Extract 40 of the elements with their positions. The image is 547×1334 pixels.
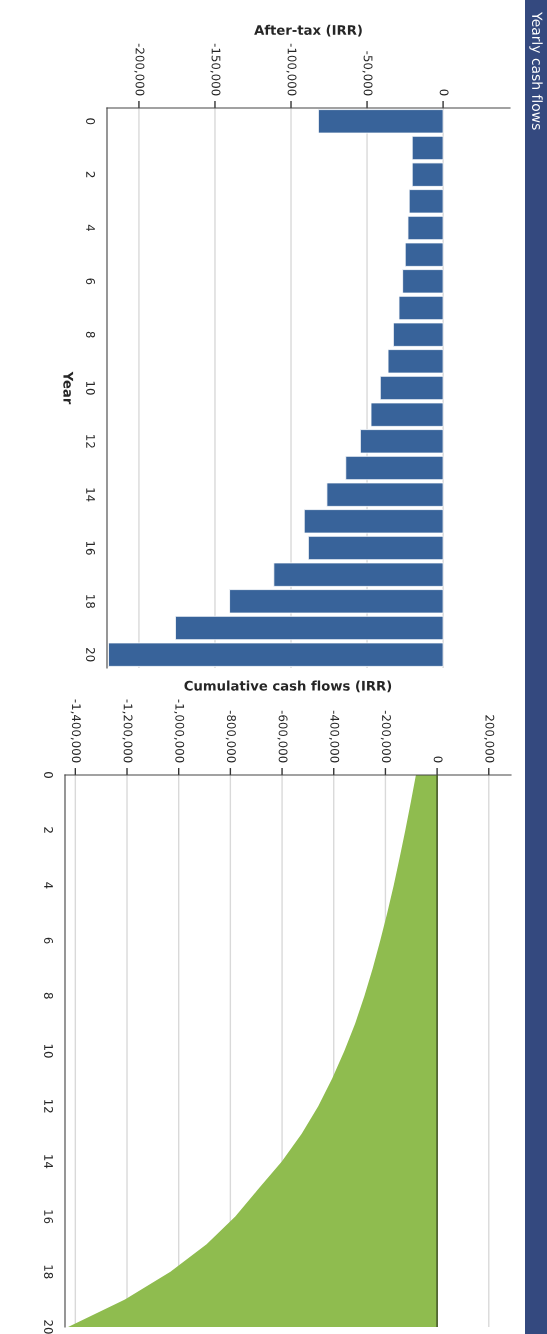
y-tick-label: 4 [44, 882, 53, 889]
x-tick-label: -200,000 [380, 710, 391, 763]
y-tick-label: 14 [86, 488, 95, 502]
y-tick-label: 14 [44, 1155, 53, 1169]
x-tick-label: -100,000 [286, 43, 297, 96]
y-tick-label: 12 [44, 1099, 53, 1113]
x-tick-label: -200,000 [134, 43, 145, 96]
y-tick-label: 2 [86, 171, 95, 178]
y-tick-label: 6 [86, 278, 95, 285]
y-tick-label: 20 [86, 648, 95, 662]
y-tick-label: 16 [44, 1210, 53, 1224]
y-tick-label: 0 [86, 118, 95, 125]
y-tick-label: 18 [86, 595, 95, 609]
y-tick-label: 2 [44, 827, 53, 833]
y-tick-label: 8 [86, 331, 95, 338]
x-tick-label: -50,000 [362, 51, 373, 96]
y-tick-label: 4 [86, 224, 95, 232]
x-tick-label: 0 [439, 89, 449, 96]
x-tick-label: 200,000 [484, 715, 495, 763]
y-tick-label: 6 [44, 937, 53, 944]
y-tick-label: 10 [44, 1044, 53, 1058]
y-tick-label: 10 [86, 381, 95, 395]
y-tick-label: 0 [44, 772, 53, 778]
x-tick-label: -600,000 [277, 710, 288, 763]
y-axis-title: Year [63, 371, 74, 405]
x-tick-label: -150,000 [210, 43, 221, 96]
y-tick-label: 12 [86, 435, 95, 448]
x-tick-label: -1,000,000 [174, 699, 185, 763]
y-tick-label: 16 [86, 541, 95, 555]
x-tick-label: -1,200,000 [122, 699, 133, 763]
text: Yearly cash flows [529, 11, 543, 130]
x-tick-label: -1,400,000 [70, 699, 81, 763]
x-tick-label: 0 [433, 756, 443, 763]
y-tick-label: 18 [44, 1265, 53, 1279]
x-axis-title: After-tax (IRR) [254, 24, 362, 37]
y-tick-label: 8 [44, 992, 53, 999]
x-tick-label: -800,000 [225, 710, 236, 763]
y-tick-label: 20 [44, 1320, 53, 1334]
x-tick-label: -400,000 [329, 710, 340, 763]
x-axis-title: Cumulative cash flows (IRR) [184, 680, 392, 693]
